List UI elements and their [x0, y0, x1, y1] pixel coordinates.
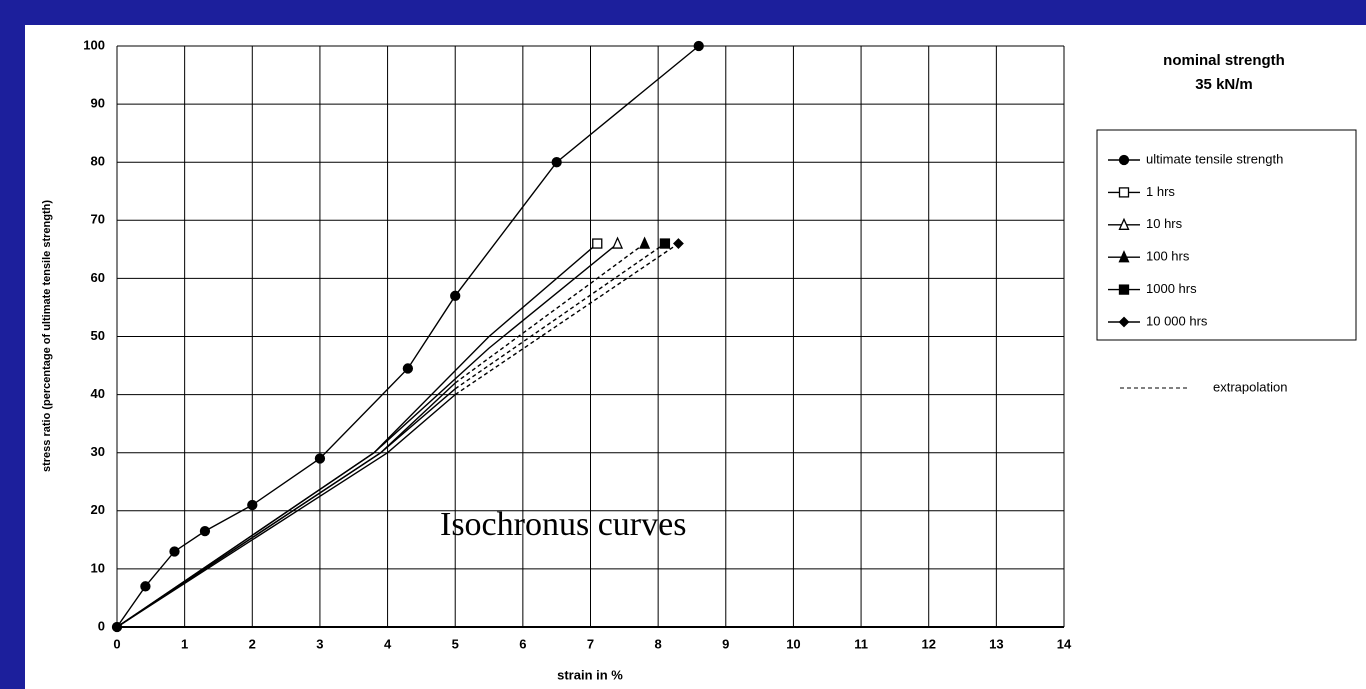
y-tick-label: 40 — [91, 386, 105, 401]
marker — [169, 546, 180, 557]
marker — [551, 157, 562, 168]
y-tick-label: 30 — [91, 444, 105, 459]
y-tick-label: 100 — [83, 37, 105, 52]
marker — [1118, 187, 1130, 198]
marker — [1118, 154, 1130, 166]
marker — [140, 581, 151, 592]
marker — [402, 363, 414, 374]
x-tick-label: 7 — [587, 636, 594, 651]
x-tick-label: 10 — [786, 636, 800, 651]
marker — [693, 40, 704, 52]
x-tick-label: 9 — [722, 636, 729, 651]
series-line — [116, 388, 456, 628]
y-tick-label: 60 — [91, 270, 105, 285]
extrapolation-line — [454, 242, 679, 396]
extrapolation-line — [454, 242, 666, 390]
x-tick-label: 12 — [921, 636, 935, 651]
legend-label: 10 000 hrs — [1146, 313, 1208, 328]
series-line — [116, 394, 456, 628]
x-tick-label: 1 — [181, 636, 188, 651]
marker — [612, 236, 624, 249]
marker — [247, 499, 258, 511]
y-tick-label: 20 — [91, 502, 105, 517]
x-tick-label: 6 — [519, 636, 526, 651]
marker — [1118, 284, 1130, 295]
marker — [673, 238, 684, 249]
chart-background — [25, 25, 1366, 689]
marker — [639, 236, 651, 249]
y-tick-label: 90 — [91, 96, 105, 111]
legend-label: 10 hrs — [1146, 216, 1183, 231]
annotation: Isochronus curves — [440, 506, 686, 543]
marker — [199, 525, 211, 537]
extrapolation-label: extrapolation — [1213, 379, 1287, 394]
y-tick-label: 10 — [91, 560, 105, 575]
legend-title: nominal strength — [1163, 52, 1285, 69]
marker — [1118, 217, 1130, 230]
x-tick-label: 0 — [113, 636, 120, 651]
x-tick-label: 8 — [655, 636, 662, 651]
y-tick-label: 50 — [91, 328, 105, 343]
x-axis-label: strain in % — [557, 667, 623, 682]
legend-label: 1000 hrs — [1146, 281, 1197, 296]
legend-label: 1 hrs — [1146, 184, 1175, 199]
x-tick-label: 4 — [384, 636, 392, 651]
marker — [592, 238, 603, 249]
legend-label: 100 hrs — [1146, 249, 1190, 264]
x-tick-label: 2 — [249, 636, 256, 651]
x-tick-label: 5 — [452, 636, 459, 651]
x-tick-label: 3 — [316, 636, 323, 651]
legend-box — [1096, 129, 1357, 341]
series-line — [116, 45, 700, 628]
marker — [1118, 250, 1130, 263]
legend-label: ultimate tensile strength — [1146, 151, 1283, 166]
series-line — [116, 242, 618, 628]
y-tick-label: 70 — [91, 212, 105, 227]
x-tick-label: 14 — [1057, 636, 1072, 651]
marker — [314, 453, 326, 464]
y-tick-label: 0 — [98, 618, 105, 633]
y-axis-label: stress ratio (percentage of ultimate ten… — [41, 200, 53, 472]
x-tick-label: 13 — [989, 636, 1003, 651]
legend-subtitle: 35 kN/m — [1195, 76, 1253, 93]
marker — [659, 238, 671, 249]
y-tick-label: 80 — [91, 154, 105, 169]
x-tick-label: 11 — [854, 636, 868, 651]
marker — [450, 290, 461, 301]
marker — [1118, 316, 1130, 328]
